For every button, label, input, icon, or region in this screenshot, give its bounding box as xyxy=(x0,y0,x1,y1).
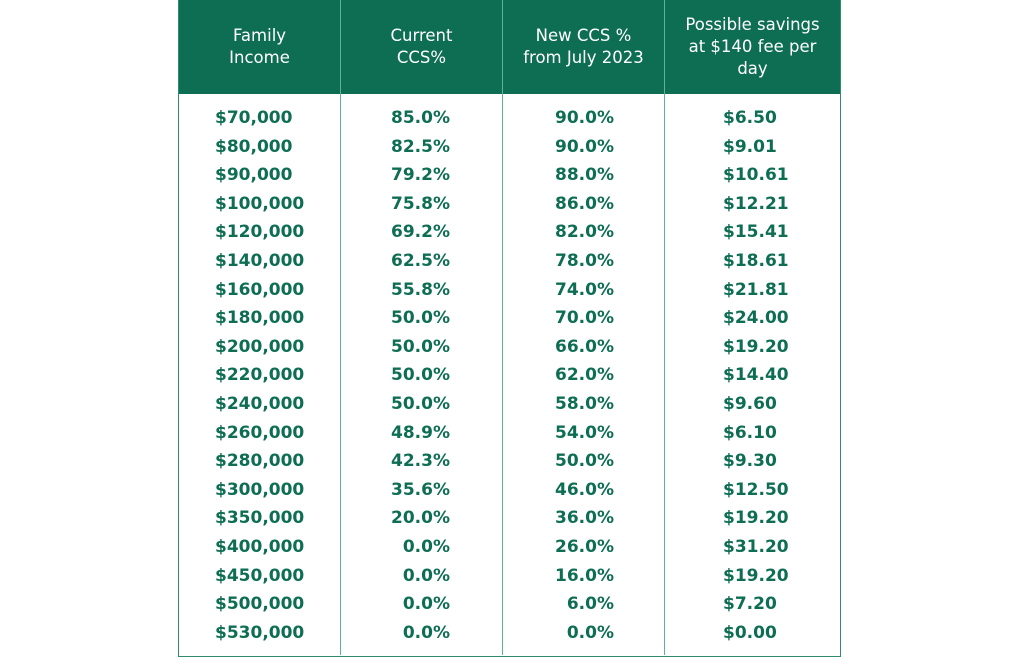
header-family-income: Family Income xyxy=(179,0,341,94)
family-income-cell: $90,000 xyxy=(215,165,293,186)
current-ccs-cell: 50.0% xyxy=(391,393,450,414)
new-ccs-cell: 90.0% xyxy=(555,108,614,128)
table-header: Family Income Current CCS% New CCS % fro… xyxy=(179,0,840,94)
possible-savings-cell: $18.61 xyxy=(723,250,789,271)
new-ccs-cell: 46.0% xyxy=(555,479,614,500)
column-new-ccs: 90.0% 90.0% 88.0% 86.0% 82.0% 78.0% 74.0% 70.0%… xyxy=(503,94,665,655)
possible-savings-cell: $31.20 xyxy=(723,536,789,557)
possible-savings-cell: $19.20 xyxy=(723,508,789,529)
new-ccs-cell: 26.0% xyxy=(555,536,614,557)
header-new-ccs: New CCS % from July 2023 xyxy=(503,0,665,94)
new-ccs-cell: 90.0% xyxy=(555,136,614,157)
new-ccs-cell: 54.0% xyxy=(555,422,614,443)
new-ccs-cell: 66.0% xyxy=(555,336,614,357)
possible-savings-cell: $15.41 xyxy=(723,222,789,243)
current-ccs-cell: 42.3% xyxy=(391,451,450,472)
new-ccs-cell: 70.0% xyxy=(555,308,614,329)
family-income-cell: $400,000 xyxy=(215,536,305,557)
family-income-cell: $240,000 xyxy=(215,393,305,414)
family-income-cell: $280,000 xyxy=(215,451,305,472)
possible-savings-cell: $24.00 xyxy=(723,308,789,329)
new-ccs-cell: 86.0% xyxy=(555,193,614,214)
new-ccs-cell: 78.0% xyxy=(555,250,614,271)
new-ccs-cell: 74.0% xyxy=(555,279,614,300)
current-ccs-cell: 50.0% xyxy=(391,365,450,386)
new-ccs-cell: 58.0% xyxy=(555,393,614,414)
current-ccs-cell: 82.5% xyxy=(391,136,450,157)
possible-savings-cell: $14.40 xyxy=(723,365,789,386)
column-current-ccs: 85.0% 82.5% 79.2% 75.8% 69.2% 62.5% 55.8% 50.0%… xyxy=(341,94,503,655)
current-ccs-cell: 55.8% xyxy=(391,279,450,300)
possible-savings-cell: $12.50 xyxy=(723,479,789,500)
current-ccs-cell: 85.0% xyxy=(391,108,450,128)
current-ccs-cell: 50.0% xyxy=(391,336,450,357)
family-income-cell: $120,000 xyxy=(215,222,305,243)
possible-savings-cell: $9.01 xyxy=(723,136,777,157)
header-current-ccs: Current CCS% xyxy=(341,0,503,94)
family-income-cell: $260,000 xyxy=(215,422,305,443)
current-ccs-cell: 0.0% xyxy=(402,594,450,615)
column-possible-savings: $6.50 $9.01 $10.61 $12.21 $15.41 $18.61 $21.81… xyxy=(665,94,840,655)
current-ccs-cell: 0.0% xyxy=(402,622,450,643)
family-income-cell: $140,000 xyxy=(215,250,305,271)
new-ccs-cell: 50.0% xyxy=(555,451,614,472)
current-ccs-cell: 0.0% xyxy=(402,565,450,586)
family-income-cell: $450,000 xyxy=(215,565,305,586)
current-ccs-cell: 50.0% xyxy=(391,308,450,329)
possible-savings-cell: $6.10 xyxy=(723,422,777,443)
family-income-cell: $160,000 xyxy=(215,279,305,300)
possible-savings-cell: $21.81 xyxy=(723,279,789,300)
possible-savings-cell: $7.20 xyxy=(723,594,777,615)
current-ccs-cell: 35.6% xyxy=(391,479,450,500)
family-income-cell: $200,000 xyxy=(215,336,305,357)
ccs-table: Family Income Current CCS% New CCS % fro… xyxy=(178,0,841,657)
possible-savings-cell: $19.20 xyxy=(723,565,789,586)
current-ccs-cell: 79.2% xyxy=(391,165,450,186)
possible-savings-cell: $19.20 xyxy=(723,336,789,357)
possible-savings-cell: $6.50 xyxy=(723,108,777,128)
family-income-cell: $350,000 xyxy=(215,508,305,529)
family-income-cell: $80,000 xyxy=(215,136,293,157)
column-family-income: $70,000 $80,000 $90,000 $100,000 $120,000 $14… xyxy=(179,94,341,655)
possible-savings-cell: $0.00 xyxy=(723,622,777,643)
family-income-cell: $530,000 xyxy=(215,622,305,643)
current-ccs-cell: 75.8% xyxy=(391,193,450,214)
family-income-cell: $180,000 xyxy=(215,308,305,329)
family-income-cell: $300,000 xyxy=(215,479,305,500)
new-ccs-cell: 82.0% xyxy=(555,222,614,243)
possible-savings-cell: $9.30 xyxy=(723,451,777,472)
family-income-cell: $500,000 xyxy=(215,594,305,615)
new-ccs-cell: 0.0% xyxy=(566,622,614,643)
current-ccs-cell: 69.2% xyxy=(391,222,450,243)
family-income-cell: $100,000 xyxy=(215,193,305,214)
family-income-cell: $70,000 xyxy=(215,108,293,128)
current-ccs-cell: 0.0% xyxy=(402,536,450,557)
new-ccs-cell: 88.0% xyxy=(555,165,614,186)
new-ccs-cell: 6.0% xyxy=(566,594,614,615)
new-ccs-cell: 62.0% xyxy=(555,365,614,386)
family-income-cell: $220,000 xyxy=(215,365,305,386)
current-ccs-cell: 48.9% xyxy=(391,422,450,443)
possible-savings-cell: $9.60 xyxy=(723,393,777,414)
current-ccs-cell: 20.0% xyxy=(391,508,450,529)
possible-savings-cell: $12.21 xyxy=(723,193,789,214)
header-possible-savings: Possible savings at $140 fee per day xyxy=(685,15,820,78)
new-ccs-cell: 36.0% xyxy=(555,508,614,529)
table-body: $70,000 $80,000 $90,000 $100,000 $120,000 $14… xyxy=(179,94,840,655)
possible-savings-cell: $10.61 xyxy=(723,165,789,186)
new-ccs-cell: 16.0% xyxy=(555,565,614,586)
current-ccs-cell: 62.5% xyxy=(391,250,450,271)
